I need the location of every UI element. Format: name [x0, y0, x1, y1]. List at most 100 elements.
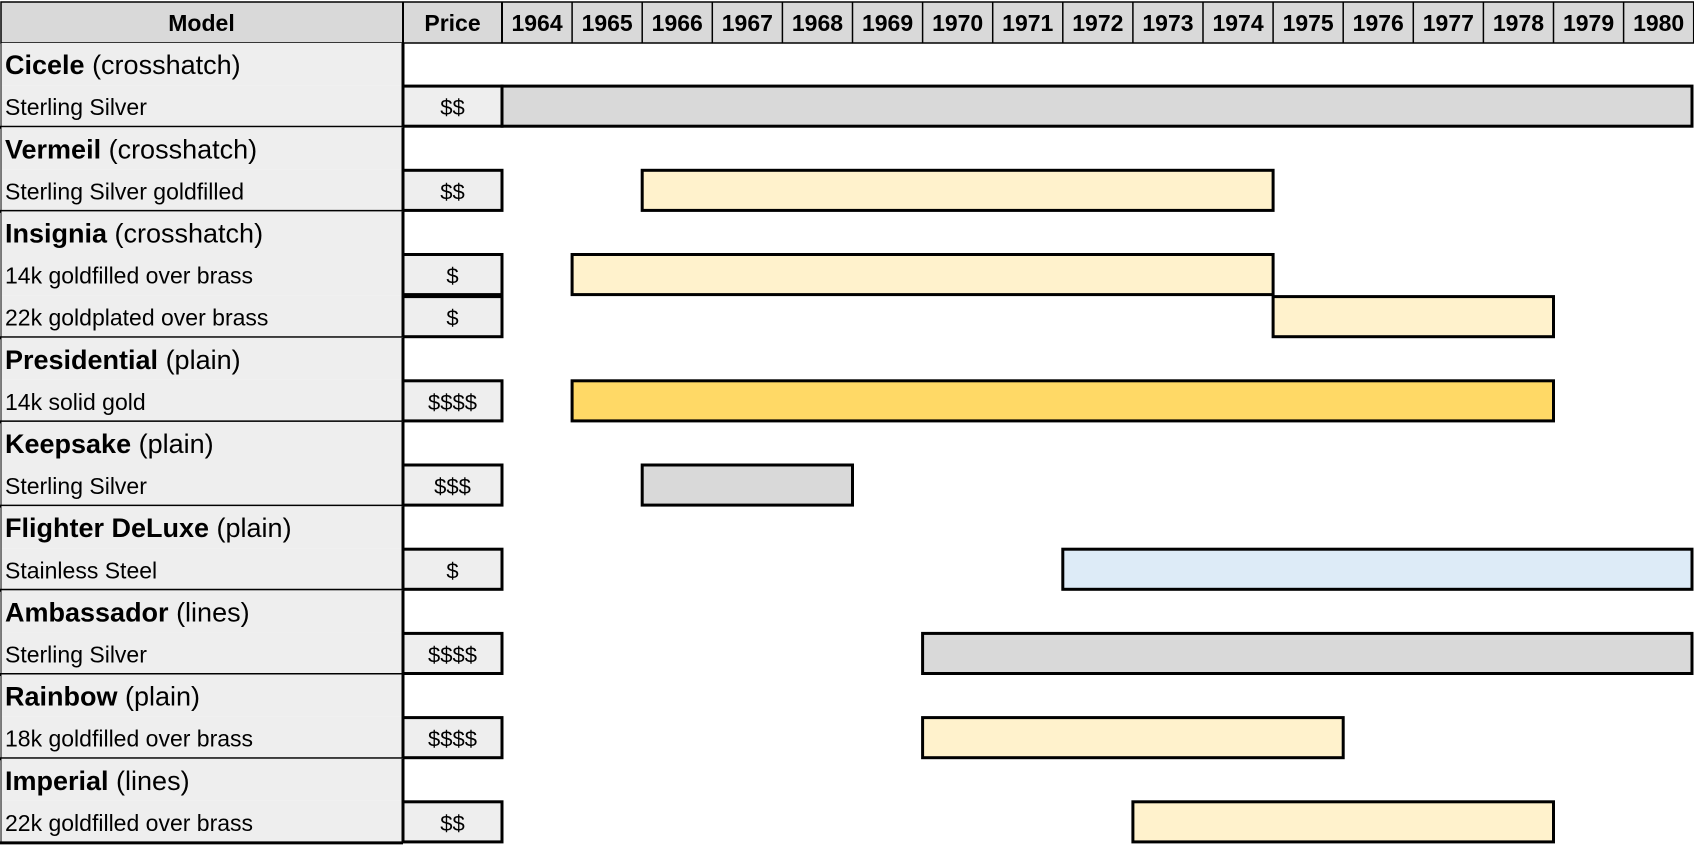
year-tick-label: 1980	[1633, 10, 1684, 36]
model-name: Keepsake	[5, 429, 131, 459]
price-label: $$$$	[428, 727, 477, 752]
year-tick-label: 1969	[862, 10, 913, 36]
price-cell	[401, 295, 504, 339]
model-title-cell	[1, 758, 403, 801]
year-tick-label: 1967	[722, 10, 773, 36]
model-name: Presidential	[5, 345, 158, 375]
material-label: Sterling Silver	[5, 473, 147, 499]
model-group: Ambassador (lines) Sterling Silver $$$$	[0, 590, 1694, 676]
price-cell	[401, 84, 504, 128]
model-title: Insignia (crosshatch)	[5, 219, 263, 249]
material-cell	[1, 169, 403, 212]
year-tick-label: 1966	[652, 10, 703, 36]
model-title: Flighter DeLuxe (plain)	[5, 513, 292, 543]
year-tick-label: 1964	[511, 10, 562, 36]
material-label: Sterling Silver	[5, 642, 147, 668]
model-pattern: (crosshatch)	[101, 134, 257, 164]
price-cell	[401, 168, 504, 212]
year-tick-label: 1976	[1353, 10, 1404, 36]
timeline-bar	[640, 168, 1275, 212]
model-title-cell	[1, 211, 403, 254]
material-row: 14k solid gold $$$$	[1, 379, 1555, 423]
material-row: Sterling Silver goldfilled $$	[1, 168, 1275, 212]
material-label: Stainless Steel	[5, 557, 157, 583]
model-title-cell	[1, 337, 403, 380]
model-name: Flighter DeLuxe	[5, 513, 209, 543]
price-label: $	[446, 264, 458, 289]
price-label: $$$	[434, 474, 471, 499]
price-label: $	[446, 558, 458, 583]
model-title: Ambassador (lines)	[5, 597, 250, 627]
material-cell	[1, 632, 403, 675]
model-pattern: (plain)	[158, 345, 241, 375]
material-row: Sterling Silver $$$	[1, 463, 855, 507]
model-name: Ambassador	[5, 597, 169, 627]
model-pattern: (plain)	[131, 429, 214, 459]
year-tick-label: 1977	[1423, 10, 1474, 36]
price-cell	[401, 631, 504, 676]
model-name: Cicele	[5, 50, 85, 80]
model-title-cell	[1, 506, 403, 549]
model-group: Cicele (crosshatch) Sterling Silver $$	[0, 43, 1694, 129]
year-tick-label: 1972	[1072, 10, 1123, 36]
model-pattern: (lines)	[109, 766, 190, 796]
timeline-bar	[500, 84, 1694, 128]
material-row: Sterling Silver $$	[1, 84, 1694, 128]
model-title: Vermeil (crosshatch)	[5, 134, 257, 164]
model-group: Imperial (lines) 22k goldfilled over bras…	[0, 758, 1556, 845]
timeline-bar	[921, 631, 1694, 676]
material-row: 22k goldfilled over brass $$	[1, 800, 1556, 844]
price-column-header: Price	[424, 10, 480, 36]
year-tick-label: 1970	[932, 10, 983, 36]
model-pattern: (plain)	[118, 682, 201, 712]
year-tick-label: 1974	[1212, 10, 1263, 36]
material-cell	[1, 253, 403, 296]
year-tick-label: 1973	[1142, 10, 1193, 36]
price-label: $$	[440, 95, 464, 120]
material-row: Stainless Steel $	[1, 547, 1694, 591]
price-label: $$$$	[428, 390, 477, 415]
header-background	[0, 1, 1694, 44]
model-name: Rainbow	[5, 682, 118, 712]
material-row: 18k goldfilled over brass $$$$	[1, 716, 1345, 760]
material-label: Sterling Silver goldfilled	[5, 178, 244, 204]
price-label: $$	[440, 179, 464, 204]
model-group: Insignia (crosshatch) 14k goldfilled over…	[0, 211, 1555, 340]
material-row: 14k goldfilled over brass $	[1, 253, 1275, 297]
model-title: Keepsake (plain)	[5, 429, 214, 459]
material-cell	[1, 295, 403, 338]
material-label: 22k goldplated over brass	[5, 305, 268, 331]
material-label: Sterling Silver	[5, 94, 147, 120]
year-tick-label: 1975	[1283, 10, 1334, 36]
model-title: Presidential (plain)	[5, 345, 241, 375]
year-tick-label: 1965	[582, 10, 633, 36]
header-row: Model Price 1964 1965 1966 1967 1968 1969 1970 19…	[0, 1, 1694, 44]
timeline-bar	[1061, 547, 1694, 591]
timeline-bar	[640, 463, 855, 507]
model-title: Imperial (lines)	[5, 766, 190, 796]
price-cell	[401, 716, 504, 760]
material-cell	[1, 800, 403, 843]
model-pattern: (lines)	[169, 597, 250, 627]
timeline-bar	[1271, 295, 1555, 339]
material-label: 18k goldfilled over brass	[5, 726, 253, 752]
timeline-bar	[570, 253, 1275, 297]
material-label: 14k solid gold	[5, 389, 146, 415]
material-cell	[1, 716, 403, 759]
price-label: $$$$	[428, 643, 477, 668]
model-pattern: (plain)	[209, 513, 292, 543]
material-cell	[1, 464, 403, 507]
model-pattern: (crosshatch)	[107, 219, 263, 249]
material-cell	[1, 379, 403, 422]
model-title: Cicele (crosshatch)	[5, 50, 241, 80]
model-title: Rainbow (plain)	[5, 682, 200, 712]
model-group: Keepsake (plain) Sterling Silver $$$	[0, 421, 855, 508]
model-title-cell	[1, 421, 403, 464]
timeline-bar	[921, 716, 1345, 760]
model-group: Presidential (plain) 14k solid gold $$$$	[0, 337, 1555, 424]
model-column-header: Model	[168, 10, 234, 36]
material-label: 14k goldfilled over brass	[5, 263, 253, 289]
material-cell	[1, 548, 403, 591]
